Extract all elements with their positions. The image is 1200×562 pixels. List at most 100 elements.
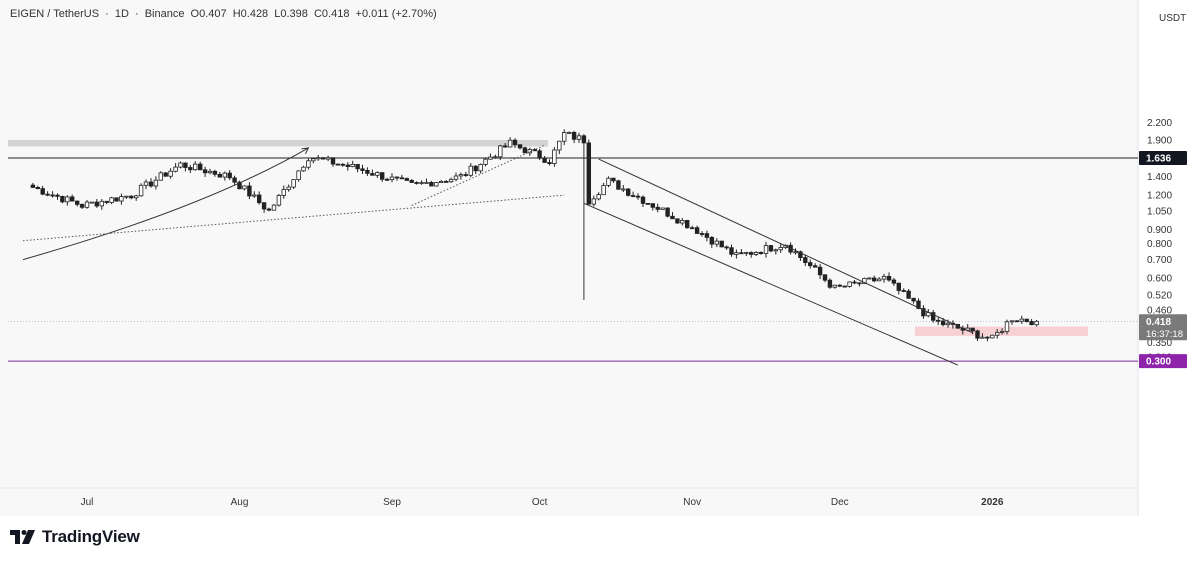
candle-body[interactable] (370, 173, 375, 176)
candle-body[interactable] (655, 206, 660, 210)
tradingview-brand[interactable]: TradingView (10, 527, 140, 547)
candle-body[interactable] (876, 278, 882, 282)
candle-body[interactable] (232, 177, 237, 183)
candle-body[interactable] (744, 252, 749, 254)
candle-body[interactable] (847, 281, 852, 287)
candle-body[interactable] (129, 195, 134, 199)
candle-body[interactable] (911, 297, 916, 302)
candle-body[interactable] (640, 196, 646, 204)
candle-body[interactable] (842, 285, 847, 288)
candle-body[interactable] (857, 282, 862, 285)
candle-body[interactable] (581, 135, 587, 144)
candle-body[interactable] (552, 149, 557, 165)
candle-body[interactable] (921, 308, 926, 317)
candle-body[interactable] (443, 180, 449, 183)
candle-body[interactable] (276, 194, 282, 206)
candle-body[interactable] (409, 179, 414, 183)
candle-body[interactable] (379, 172, 385, 180)
candle-body[interactable] (1014, 320, 1020, 323)
candle-body[interactable] (173, 166, 178, 172)
price-axis[interactable] (1138, 0, 1200, 516)
candle-body[interactable] (448, 178, 454, 183)
chart-panel[interactable]: EIGEN / TetherUS · 1D · Binance O0.407 H… (0, 0, 1200, 516)
candle-body[interactable] (931, 312, 936, 321)
price-chart[interactable]: USDT 2.200 1.900 1.400 1.200 1.050 0.900 0.800 0… (0, 0, 1200, 516)
candle-body[interactable] (763, 245, 769, 254)
candle-body[interactable] (153, 179, 159, 187)
candle-body[interactable] (1019, 318, 1024, 322)
channel-lower-line[interactable] (583, 202, 958, 366)
candle-body[interactable] (576, 135, 582, 140)
candle-body[interactable] (222, 172, 227, 178)
candle-body[interactable] (1034, 320, 1039, 326)
candle-body[interactable] (704, 233, 710, 238)
dotted-trendline[interactable] (22, 194, 565, 242)
candle-body[interactable] (571, 131, 577, 140)
candle-body[interactable] (375, 172, 380, 176)
candle-body[interactable] (419, 182, 424, 184)
candle-body[interactable] (296, 170, 301, 180)
candle-body[interactable] (734, 252, 739, 255)
candle-body[interactable] (601, 185, 606, 196)
candle-body[interactable] (906, 290, 911, 299)
candle-body[interactable] (311, 158, 316, 162)
candle-body[interactable] (542, 157, 547, 163)
candle-body[interactable] (119, 196, 124, 202)
candle-body[interactable] (315, 157, 321, 160)
dotted-rising-line[interactable] (411, 144, 545, 206)
candle-body[interactable] (281, 189, 286, 196)
candle-body[interactable] (822, 274, 828, 281)
candle-body[interactable] (808, 262, 813, 267)
candle-body[interactable] (596, 194, 601, 200)
candle-body[interactable] (178, 162, 183, 168)
candle-body[interactable] (685, 219, 690, 229)
candle-body[interactable] (261, 202, 267, 210)
candle-body[interactable] (970, 327, 975, 332)
candle-body[interactable] (798, 251, 803, 259)
candle-body[interactable] (45, 193, 50, 196)
candle-body[interactable] (325, 157, 331, 160)
candle-body[interactable] (567, 131, 572, 134)
candle-body[interactable] (980, 336, 985, 339)
candle-body[interactable] (872, 277, 877, 282)
candle-body[interactable] (714, 240, 719, 245)
candle-body[interactable] (606, 177, 611, 186)
candle-body[interactable] (109, 197, 114, 203)
candle-body[interactable] (330, 157, 336, 165)
candle-body[interactable] (429, 181, 434, 187)
candle-body[interactable] (463, 174, 468, 177)
candle-body[interactable] (468, 165, 473, 176)
candle-body[interactable] (50, 194, 55, 197)
candle-body[interactable] (557, 140, 562, 151)
interval-label[interactable]: 1D (114, 8, 129, 20)
candle-body[interactable] (591, 198, 596, 205)
candle-body[interactable] (202, 169, 208, 174)
candle-body[interactable] (320, 157, 326, 160)
candle-body[interactable] (621, 188, 626, 191)
candle-body[interactable] (690, 227, 695, 230)
candle-body[interactable] (985, 336, 990, 339)
candle-body[interactable] (473, 165, 478, 172)
candle-body[interactable] (453, 175, 459, 180)
candle-body[interactable] (114, 197, 119, 202)
candle-body[interactable] (995, 332, 1000, 336)
candle-body[interactable] (55, 194, 60, 197)
candle-body[interactable] (813, 265, 818, 268)
candle-body[interactable] (438, 180, 444, 183)
candle-body[interactable] (360, 168, 365, 171)
candle-body[interactable] (252, 194, 257, 197)
symbol-name[interactable]: EIGEN / TetherUS (10, 8, 100, 20)
candle-body[interactable] (345, 164, 350, 168)
candle-body[interactable] (896, 282, 901, 291)
candle-body[interactable] (192, 163, 198, 171)
candle-body[interactable] (817, 266, 823, 276)
candle-body[interactable] (94, 201, 99, 207)
candle-body[interactable] (999, 331, 1005, 334)
candle-body[interactable] (626, 188, 631, 196)
candle-body[interactable] (749, 252, 754, 255)
candle-body[interactable] (75, 200, 80, 205)
candle-body[interactable] (586, 142, 591, 205)
candle-body[interactable] (350, 163, 355, 167)
channel-upper-line[interactable] (598, 158, 973, 334)
candle-body[interactable] (60, 195, 65, 203)
